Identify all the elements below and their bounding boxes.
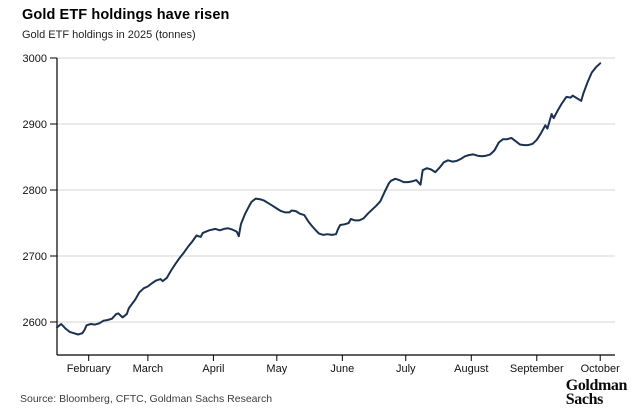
- y-tick-label: 2900: [23, 119, 47, 131]
- y-tick-label: 3000: [23, 53, 47, 65]
- chart-subtitle: Gold ETF holdings in 2025 (tonnes): [22, 29, 196, 41]
- x-tick-label: September: [510, 363, 564, 375]
- gold-etf-holdings-line: [56, 62, 602, 336]
- logo-line-1: Goldman: [565, 377, 628, 394]
- x-tick-label: August: [454, 363, 488, 375]
- page-title: Gold ETF holdings have risen: [22, 7, 230, 23]
- goldman-sachs-logo: Goldman Sachs: [565, 377, 628, 408]
- source-note: Source: Bloomberg, CFTC, Goldman Sachs R…: [20, 393, 273, 405]
- y-tick-label: 2700: [23, 251, 47, 263]
- x-tick-label: February: [67, 363, 112, 375]
- x-tick-label: May: [266, 363, 287, 375]
- x-tick-label: March: [133, 363, 164, 375]
- x-tick-label: October: [581, 363, 620, 375]
- x-tick-label: June: [330, 363, 354, 375]
- x-tick-label: April: [202, 363, 224, 375]
- logo-line-2: Sachs: [565, 390, 604, 408]
- x-tick-label: July: [396, 363, 416, 375]
- y-tick-label: 2800: [23, 185, 47, 197]
- y-tick-label: 2600: [23, 317, 47, 329]
